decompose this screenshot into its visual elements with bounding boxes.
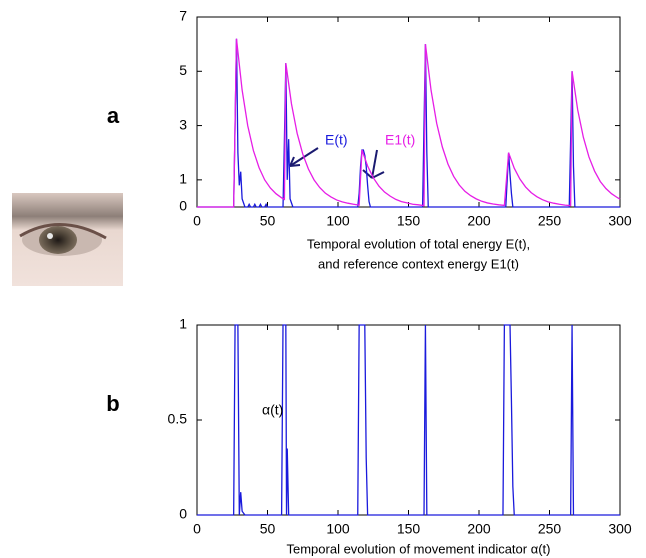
y-tick-label: 5 [179,62,187,78]
panel-label: a [107,103,120,128]
x-tick-label: 100 [326,521,350,537]
x-tick-label: 100 [326,213,350,229]
series-line [197,324,620,516]
plot-frame [196,16,621,208]
x-tick-label: 300 [608,213,632,229]
y-tick-label: 1 [179,316,187,332]
y-tick-label: 3 [179,116,187,132]
x-tick-label: 0 [193,213,201,229]
series-line [197,38,620,208]
x-tick-label: 50 [260,213,276,229]
x-axis-label: Temporal evolution of movement indicator… [286,541,550,556]
x-axis-label: Temporal evolution of total energy E(t), [307,236,530,251]
x-tick-label: 200 [467,521,491,537]
x-tick-label: 150 [397,213,421,229]
x-tick-label: 0 [193,521,201,537]
x-tick-label: 50 [260,521,276,537]
y-tick-label: 1 [179,171,187,187]
x-axis-label: and reference context energy E1(t) [318,256,519,271]
y-tick-label: 0 [179,198,187,214]
y-tick-label: 0.5 [168,411,188,427]
panel-label: b [106,391,119,416]
plot-frame [196,324,621,516]
series-label: E1(t) [385,132,415,148]
x-tick-label: 200 [467,213,491,229]
series-label: E(t) [325,132,348,148]
series-line [197,38,621,208]
eye-photo [12,193,123,286]
series-label: α(t) [262,402,283,418]
x-tick-label: 250 [538,521,562,537]
x-tick-label: 250 [538,213,562,229]
y-tick-label: 7 [179,8,187,24]
x-tick-label: 150 [397,521,421,537]
y-tick-label: 0 [179,506,187,522]
x-tick-label: 300 [608,521,632,537]
annotation-arrows [289,147,385,179]
